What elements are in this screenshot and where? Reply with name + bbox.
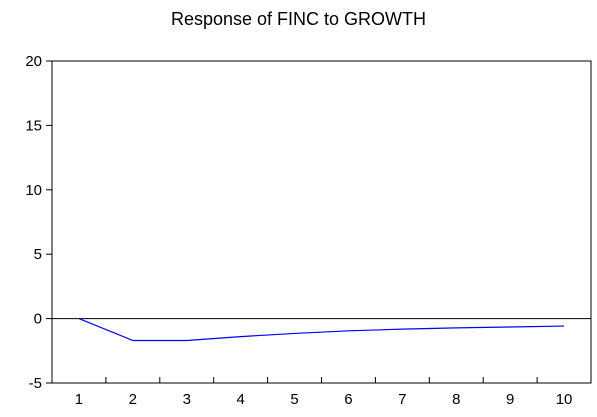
x-tick-label: 8 [452, 391, 460, 408]
chart-title: Response of FINC to GROWTH [170, 9, 427, 29]
plot-frame [51, 60, 592, 384]
x-tick-label: 6 [344, 391, 352, 408]
y-tick-label: 15 [25, 117, 42, 134]
x-tick-label: 10 [556, 391, 573, 408]
x-tick-label: 9 [506, 391, 514, 408]
y-tick-label: 5 [34, 246, 42, 263]
y-tick-label: -5 [29, 375, 42, 392]
series-layer [78, 318, 565, 342]
x-tick-label: 4 [236, 391, 244, 408]
axes-layer [51, 60, 592, 384]
y-tick-label: 20 [25, 53, 42, 70]
x-tick-label: 1 [75, 391, 83, 408]
y-tick-label: 0 [34, 311, 42, 328]
ticks-layer: 20 15 10 5 0 -5 1 2 3 4 5 6 7 8 9 10 [25, 53, 572, 408]
series-line [78, 318, 565, 342]
y-tick-label: 10 [25, 182, 42, 199]
x-tick-label: 7 [398, 391, 406, 408]
x-tick-label: 3 [183, 391, 191, 408]
x-tick-label: 2 [129, 391, 137, 408]
x-tick-label: 5 [290, 391, 298, 408]
